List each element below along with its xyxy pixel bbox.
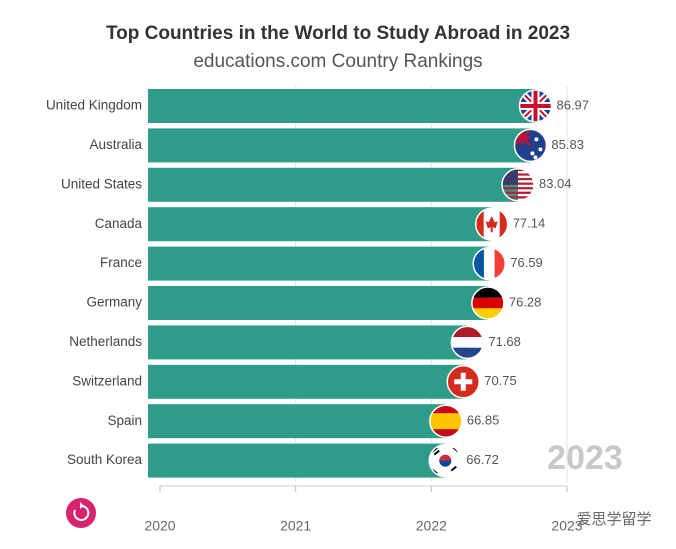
bar	[148, 89, 536, 123]
flag-part	[514, 129, 532, 147]
value-label: 86.97	[556, 97, 589, 112]
flag-part	[485, 216, 498, 233]
value-label: 66.85	[467, 413, 500, 428]
replay-circle[interactable]	[66, 498, 96, 528]
flag-border	[513, 128, 548, 163]
flag-part	[483, 247, 495, 280]
timeline-tick-label: 2021	[280, 518, 311, 534]
replay-button[interactable]	[66, 498, 96, 528]
flag-part	[471, 308, 504, 319]
flag	[473, 247, 506, 280]
period-label: 2023	[547, 439, 623, 477]
flag-border	[474, 207, 509, 241]
bar	[148, 443, 446, 478]
category-label: France	[100, 255, 142, 270]
category-label: Switzerland	[72, 373, 142, 388]
flag-part	[534, 137, 539, 142]
category-label: Netherlands	[69, 334, 142, 349]
category-label: South Korea	[67, 452, 143, 467]
flag-part	[439, 460, 452, 467]
flag-part	[451, 326, 484, 338]
flag-border	[429, 404, 463, 438]
flag-border	[446, 365, 480, 399]
watermark: 爱思学留学	[576, 511, 651, 528]
value-label: 83.04	[539, 176, 572, 191]
bar	[148, 286, 488, 320]
bar	[148, 128, 531, 163]
category-label: United Kingdom	[46, 98, 142, 113]
category-label: Spain	[107, 413, 142, 428]
flag-part	[538, 147, 543, 152]
flag-part	[471, 297, 504, 309]
replay-icon	[73, 504, 90, 521]
bar	[148, 167, 518, 202]
flag	[519, 90, 552, 122]
flag	[451, 326, 484, 359]
value-label: 76.59	[510, 255, 543, 270]
flag-part	[451, 337, 484, 348]
value-label: 70.75	[484, 373, 517, 388]
flag-part	[501, 196, 534, 199]
timeline-tick-label: 2020	[144, 518, 175, 534]
flag-part	[519, 90, 552, 122]
flag-part	[494, 247, 506, 280]
flag-border	[518, 89, 553, 123]
flag	[514, 129, 547, 162]
value-label: 85.83	[551, 137, 584, 152]
flag-part	[471, 287, 504, 298]
flag	[471, 287, 504, 319]
value-label: 71.68	[488, 334, 521, 349]
flag	[475, 208, 508, 241]
flag-part	[473, 247, 484, 280]
bar	[148, 404, 446, 439]
value-label: 77.14	[513, 216, 546, 231]
flag-border	[472, 246, 507, 281]
category-label: Australia	[89, 137, 142, 152]
flag-border	[428, 443, 463, 478]
flag-part	[530, 151, 535, 156]
bar	[148, 364, 464, 399]
flag	[429, 444, 462, 477]
flag	[447, 365, 480, 398]
flag-part	[431, 446, 459, 475]
category-label: United States	[61, 176, 142, 191]
flag-part	[501, 191, 534, 194]
value-label: 66.72	[466, 452, 499, 467]
flag-part	[533, 155, 538, 160]
flag-part	[451, 347, 484, 359]
flag-part	[475, 208, 484, 241]
flag	[429, 405, 462, 438]
flag-border	[471, 286, 505, 320]
chart-title: Top Countries in the World to Study Abro…	[106, 23, 570, 44]
value-label: 76.28	[509, 294, 542, 309]
flag-part	[454, 372, 473, 391]
flag-border	[450, 325, 485, 360]
replay-arrow	[80, 502, 84, 509]
timeline-tick-label: 2023	[551, 518, 582, 534]
bar	[148, 246, 490, 281]
flag-part	[499, 208, 508, 241]
timeline-tick-label: 2022	[416, 518, 447, 534]
bars: United Kingdom 86.97 Australia 85.83 United …	[46, 89, 589, 478]
bar	[148, 207, 492, 242]
bar	[148, 325, 468, 360]
flag-part	[501, 187, 534, 190]
category-label: Germany	[86, 295, 142, 310]
category-label: Canada	[95, 216, 143, 231]
flag-border	[501, 168, 535, 202]
flag-part	[429, 413, 462, 430]
chart-subtitle: educations.com Country Rankings	[193, 51, 482, 72]
